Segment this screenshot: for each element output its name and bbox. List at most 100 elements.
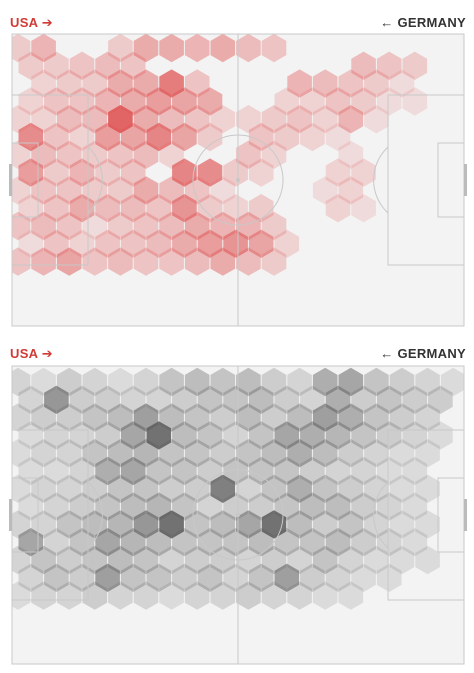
hex-cell bbox=[197, 194, 223, 223]
hex-cell bbox=[31, 367, 56, 397]
hex-cell bbox=[312, 545, 338, 575]
hex-cell bbox=[210, 581, 236, 610]
hex-cell bbox=[56, 211, 82, 241]
hex-cell bbox=[402, 492, 428, 521]
hex-cell bbox=[12, 545, 31, 575]
hex-cell bbox=[236, 105, 261, 134]
hex-cell bbox=[172, 421, 197, 450]
hex-cell bbox=[364, 474, 389, 503]
hex-cell bbox=[18, 122, 44, 152]
hex-cell bbox=[274, 563, 300, 592]
hex-cell bbox=[95, 51, 120, 80]
hex-cell bbox=[274, 385, 300, 414]
hex-cell bbox=[44, 528, 69, 557]
hex-cell bbox=[248, 421, 274, 450]
hex-cell bbox=[184, 510, 210, 539]
left-arrow-icon: ← bbox=[380, 346, 394, 361]
hex-cell bbox=[120, 87, 146, 116]
hex-cell bbox=[300, 492, 325, 521]
hex-cell bbox=[197, 229, 223, 258]
hex-cell bbox=[364, 545, 389, 575]
hex-cell bbox=[300, 563, 325, 592]
hex-cell bbox=[44, 87, 69, 116]
hex-cell bbox=[44, 456, 69, 486]
hex-cell bbox=[376, 385, 402, 414]
hex-cell bbox=[159, 247, 184, 276]
hex-cell bbox=[325, 492, 351, 521]
hex-cell bbox=[172, 385, 197, 414]
hex-cell bbox=[56, 403, 82, 432]
hex-cell bbox=[325, 122, 351, 152]
hex-cell bbox=[197, 563, 223, 592]
hex-cell bbox=[248, 492, 274, 521]
hex-cell bbox=[120, 456, 146, 486]
hex-cell bbox=[364, 69, 389, 98]
hex-cell bbox=[56, 474, 82, 503]
hex-cell bbox=[56, 367, 82, 397]
hex-cell bbox=[146, 385, 172, 414]
hex-cell bbox=[31, 140, 56, 169]
hex-cell bbox=[197, 158, 223, 187]
hex-cell bbox=[415, 545, 440, 575]
hex-cell bbox=[338, 545, 364, 575]
hex-cell bbox=[12, 439, 31, 468]
hex-cell bbox=[172, 563, 197, 592]
germany-panel: USA ➔ ← GERMANY bbox=[0, 336, 474, 673]
hex-cell bbox=[18, 421, 44, 450]
hex-cell bbox=[159, 140, 184, 169]
hex-cell bbox=[197, 385, 223, 414]
hex-cell bbox=[223, 229, 248, 258]
hex-cell bbox=[18, 158, 44, 187]
hex-cell bbox=[287, 510, 312, 539]
hex-cell bbox=[159, 105, 184, 134]
hex-cell bbox=[31, 403, 56, 432]
hex-cell bbox=[95, 87, 120, 116]
hex-cell bbox=[248, 122, 274, 152]
hex-cell bbox=[82, 545, 108, 575]
hex-cell bbox=[31, 34, 56, 63]
hex-cell bbox=[261, 211, 287, 241]
hex-cell bbox=[389, 439, 415, 468]
hex-cell bbox=[364, 510, 389, 539]
hex-cell bbox=[18, 563, 44, 592]
hex-cell bbox=[56, 105, 82, 134]
hex-cell bbox=[159, 439, 184, 468]
hex-cell bbox=[236, 439, 261, 468]
hex-cell bbox=[287, 474, 312, 503]
hex-cell bbox=[146, 563, 172, 592]
hex-cell bbox=[415, 474, 440, 503]
hex-cell bbox=[133, 474, 159, 503]
hex-cell bbox=[248, 563, 274, 592]
hex-cell bbox=[146, 528, 172, 557]
hex-cell bbox=[18, 229, 44, 258]
hex-cell bbox=[18, 385, 44, 414]
hex-cell bbox=[351, 158, 376, 187]
hex-cell bbox=[236, 581, 261, 610]
hex-cell bbox=[236, 140, 261, 169]
hex-cell bbox=[300, 528, 325, 557]
hex-cell bbox=[31, 474, 56, 503]
hex-cell bbox=[210, 403, 236, 432]
hex-cell bbox=[274, 87, 300, 116]
hex-cell bbox=[402, 51, 428, 80]
usa-label: USA ➔ bbox=[10, 15, 53, 30]
hex-cell bbox=[236, 34, 261, 63]
hex-cell bbox=[12, 367, 31, 397]
hex-cell bbox=[69, 51, 95, 80]
hex-cell bbox=[159, 474, 184, 503]
hex-cell bbox=[108, 247, 133, 276]
hex-cell bbox=[172, 456, 197, 486]
hex-cell bbox=[108, 439, 133, 468]
hex-cell bbox=[325, 563, 351, 592]
hex-cell bbox=[261, 247, 287, 276]
hex-cell bbox=[261, 403, 287, 432]
right-arrow-icon: ➔ bbox=[41, 346, 53, 361]
hex-cell bbox=[325, 421, 351, 450]
hex-cell bbox=[223, 158, 248, 187]
hex-cell bbox=[56, 510, 82, 539]
hex-cell bbox=[56, 581, 82, 610]
hex-cell bbox=[389, 403, 415, 432]
hex-cell bbox=[95, 385, 120, 414]
hex-cell bbox=[146, 456, 172, 486]
hex-cell bbox=[389, 510, 415, 539]
